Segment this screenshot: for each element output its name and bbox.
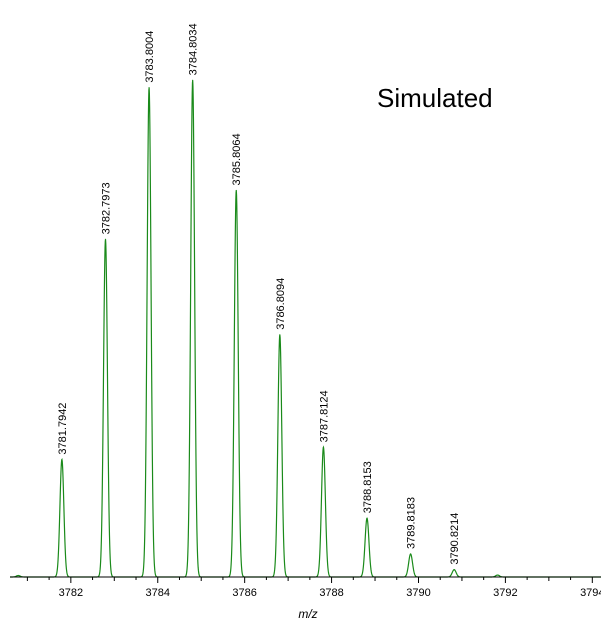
peak-9 xyxy=(409,553,412,555)
peak-label-6: 3786.8094 xyxy=(275,278,287,330)
peak-1 xyxy=(61,458,63,461)
x-axis-ticks: 3782 3784 3786 3788 3790 3792 3794 xyxy=(26,577,601,599)
x-tick-label-3792: 3792 xyxy=(493,587,517,599)
peak-6 xyxy=(279,334,281,336)
peak-3 xyxy=(148,87,150,89)
peak-label-5: 3785.8064 xyxy=(231,133,243,185)
peak-label-10: 3790.8214 xyxy=(449,513,461,565)
x-tick-label-3782: 3782 xyxy=(59,587,83,599)
peak-2 xyxy=(104,238,107,240)
chart-annotation: Simulated xyxy=(377,83,493,113)
peak-label-9: 3789.8183 xyxy=(406,497,418,549)
spectrum-series xyxy=(10,79,601,578)
peak-10 xyxy=(453,569,455,571)
peak-label-2: 3782.7973 xyxy=(100,182,112,234)
peak-labels: 3781.7942 3782.7973 3783.8004 3784.8034 3785… xyxy=(57,23,461,564)
peak-0 xyxy=(17,574,19,577)
spectrum-trace xyxy=(10,80,601,578)
peak-label-3: 3783.8004 xyxy=(144,31,156,83)
x-axis-title: m/z xyxy=(298,607,317,621)
x-tick-label-3786: 3786 xyxy=(232,587,256,599)
x-tick-label-3790: 3790 xyxy=(406,587,430,599)
x-tick-label-3788: 3788 xyxy=(319,587,343,599)
peak-label-1: 3781.7942 xyxy=(57,403,69,455)
peak-label-8: 3788.8153 xyxy=(362,461,374,513)
peak-4 xyxy=(192,79,194,81)
peak-label-4: 3784.8034 xyxy=(188,23,200,75)
peak-label-7: 3787.8124 xyxy=(318,390,330,442)
peak-7 xyxy=(322,446,325,448)
peak-5 xyxy=(235,189,237,192)
peak-11 xyxy=(496,574,499,576)
x-tick-label-3794: 3794 xyxy=(580,587,601,599)
peak-8 xyxy=(366,517,368,519)
x-tick-label-3784: 3784 xyxy=(146,587,170,599)
